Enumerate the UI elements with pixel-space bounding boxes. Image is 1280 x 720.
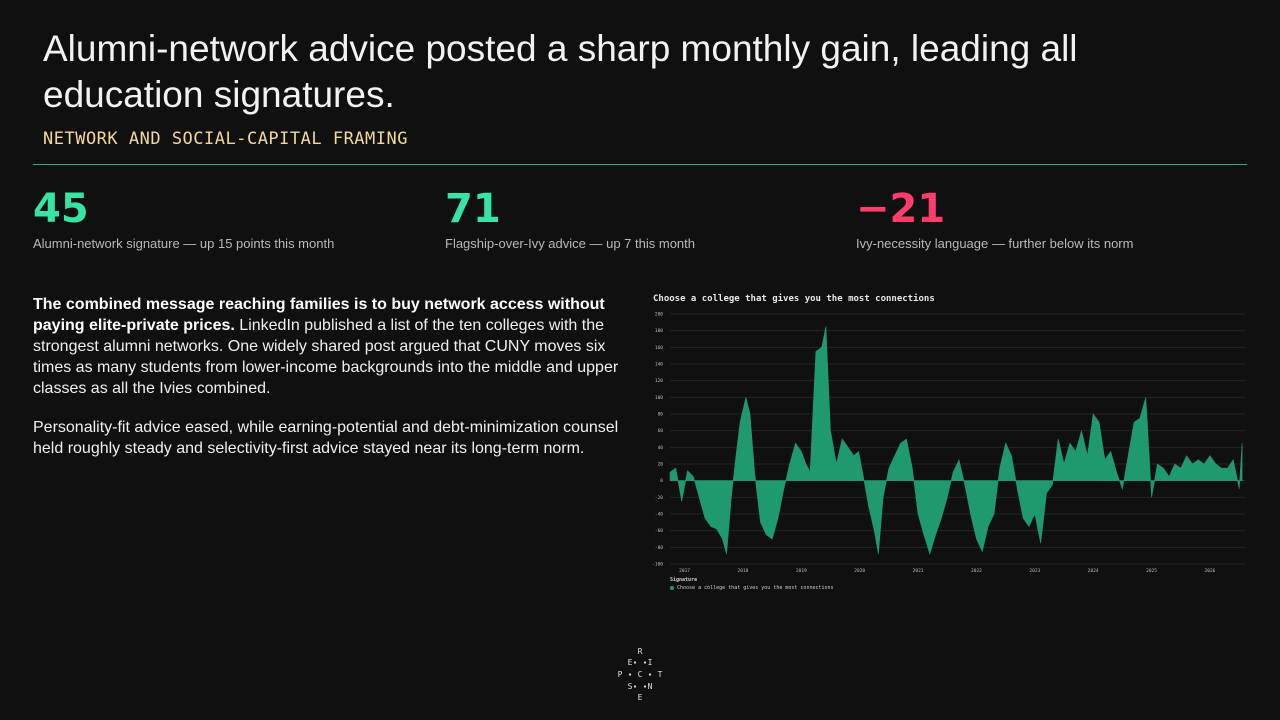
y-tick-label: 120 (655, 378, 663, 384)
y-tick-label: 20 (658, 462, 664, 468)
legend-label: Choose a college that gives you the most… (677, 585, 834, 591)
logo-letter: I (648, 658, 653, 667)
y-tick-label: 60 (658, 428, 664, 434)
logo-dot (633, 661, 637, 664)
x-tick-label: 2021 (913, 568, 924, 574)
logo-dot (633, 685, 637, 688)
x-tick-label: 2019 (796, 568, 807, 574)
logo-letter: T (658, 670, 663, 679)
logo-dot (628, 673, 632, 676)
kpi-label: Ivy-necessity language — further below i… (856, 236, 1134, 251)
chart-panel: -100 -80 -60 -40 -20 0 20 40 60 80 100 120 140 160 180… (645, 290, 1250, 595)
legend-swatch (670, 585, 674, 590)
y-tick-label: -20 (655, 495, 663, 501)
logo-letter: N (648, 682, 653, 691)
logo-dot (643, 685, 647, 688)
y-tick-label: 40 (658, 445, 664, 451)
x-tick-label: 2026 (1205, 568, 1216, 574)
logo-letter: S (628, 682, 633, 691)
y-tick-label: -80 (655, 545, 663, 551)
logo-letter: R (638, 647, 643, 656)
x-tick-label: 2022 (971, 568, 982, 574)
legend-title: Signature (670, 577, 698, 583)
series-area (669, 326, 1243, 556)
divider (33, 164, 1247, 165)
kpi-label: Flagship-over-Ivy advice — up 7 this mon… (445, 236, 695, 251)
y-tick-label: 100 (655, 395, 663, 401)
section-kicker: NETWORK AND SOCIAL-CAPITAL FRAMING (43, 129, 408, 149)
kpi-ivy-necessity: −21 Ivy-necessity language — further bel… (856, 188, 1133, 251)
y-tick-label: 0 (660, 478, 663, 484)
y-tick-label: 160 (655, 345, 663, 351)
x-tick-label: 2023 (1029, 568, 1040, 574)
y-tick-label: -100 (652, 562, 663, 568)
paragraph-1-rest: LinkedIn published a list of the ten col… (33, 317, 619, 397)
logo-dot (643, 661, 647, 664)
kpi-value: 45 (33, 186, 89, 232)
kpi-flagship-over-ivy: 71 Flagship-over-Ivy advice — up 7 this … (445, 188, 695, 251)
logo-letter: C (638, 670, 643, 679)
y-tick-label: -60 (655, 528, 663, 534)
headline: Alumni-network advice posted a sharp mon… (43, 28, 1078, 115)
paragraph-1: The combined message reaching families i… (33, 294, 633, 399)
kpi-value: 71 (445, 186, 501, 232)
chart-title: Choose a college that gives you the most… (653, 294, 935, 304)
y-tick-label: 200 (655, 312, 663, 318)
kpi-label: Alumni-network signature — up 15 points … (33, 236, 335, 251)
chart-legend: Signature Choose a college that gives yo… (670, 577, 834, 591)
x-tick-label: 2017 (679, 568, 690, 574)
y-tick-label: 140 (655, 362, 663, 368)
x-tick-label: 2020 (854, 568, 865, 574)
brand-logo: RE IP C TS NE (618, 647, 663, 702)
y-tick-label: -40 (655, 512, 663, 518)
logo-letter: P (618, 670, 623, 679)
logo-dot (648, 673, 652, 676)
kpi-value: −21 (856, 186, 946, 232)
legend-entry: Choose a college that gives you the most… (670, 585, 834, 591)
paragraph-2: Personality-fit advice eased, while earn… (33, 419, 619, 457)
area-chart: -100 -80 -60 -40 -20 0 20 40 60 80 100 120 140 160 180… (652, 312, 1245, 574)
x-tick-label: 2024 (1088, 568, 1099, 574)
logo-letter: E (638, 693, 643, 702)
paragraph-1-lead: The combined message reaching families i… (33, 296, 605, 334)
logo-letter: E (628, 658, 633, 667)
x-tick-label: 2018 (738, 568, 749, 574)
kpi-alumni-network: 45 Alumni-network signature — up 15 poin… (33, 188, 334, 251)
x-tick-label: 2025 (1146, 568, 1157, 574)
y-tick-label: 180 (655, 328, 663, 334)
y-tick-label: 80 (658, 412, 664, 418)
body-text: The combined message reaching families i… (33, 294, 633, 477)
